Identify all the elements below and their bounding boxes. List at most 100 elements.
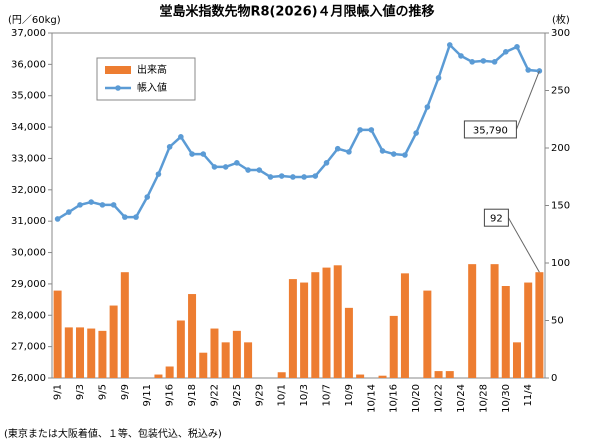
bar xyxy=(244,342,253,378)
line-marker xyxy=(54,216,61,222)
x-tick-label: 10/14 xyxy=(366,384,377,413)
x-tick-label: 10/22 xyxy=(434,384,445,413)
bar xyxy=(232,330,241,378)
x-tick-label: 11/4 xyxy=(523,384,534,406)
line-marker xyxy=(402,152,408,158)
line-marker xyxy=(435,75,442,81)
bar xyxy=(165,366,174,378)
x-tick-label: 9/29 xyxy=(254,384,265,406)
line-marker xyxy=(290,174,296,180)
x-tick-label: 9/22 xyxy=(209,384,220,406)
y-tick-label: 28,000 xyxy=(11,310,46,321)
data-label: 92 xyxy=(490,214,503,225)
y-tick-label: 27,000 xyxy=(11,342,46,353)
legend-box xyxy=(96,57,196,101)
callout-leader xyxy=(507,217,540,273)
x-tick-label: 10/16 xyxy=(389,384,400,413)
x-tick-label: 9/18 xyxy=(187,384,198,406)
bar xyxy=(501,286,510,378)
bar xyxy=(188,294,197,378)
bar xyxy=(344,307,353,378)
y-tick-label: 30,000 xyxy=(11,248,46,259)
bar xyxy=(176,320,185,378)
line-marker xyxy=(99,202,106,208)
bar xyxy=(76,327,85,378)
bar xyxy=(524,282,533,378)
callout-leader xyxy=(515,70,540,130)
line-marker xyxy=(334,145,341,152)
bar xyxy=(199,352,208,378)
x-tick-label: 10/24 xyxy=(456,384,467,413)
bar xyxy=(288,279,297,378)
line-marker xyxy=(390,151,397,157)
callout-box xyxy=(463,120,517,139)
line-marker xyxy=(480,58,487,64)
line-marker xyxy=(346,149,352,155)
x-tick-label: 10/3 xyxy=(299,384,310,406)
line-marker xyxy=(491,59,498,65)
line-marker xyxy=(469,59,475,65)
y2-tick-label: 100 xyxy=(551,258,570,269)
line-marker xyxy=(166,144,173,150)
y-tick-label: 33,000 xyxy=(11,153,46,164)
x-tick-label: 10/30 xyxy=(501,384,512,413)
x-tick-label: 9/9 xyxy=(120,384,131,400)
y-tick-label: 32,000 xyxy=(11,185,46,196)
line-marker xyxy=(525,67,531,73)
line-marker xyxy=(133,214,139,220)
line-marker xyxy=(323,160,330,166)
line-marker xyxy=(413,130,419,136)
bar xyxy=(490,264,499,378)
line-marker xyxy=(88,199,95,205)
line-marker xyxy=(189,151,195,157)
line-marker xyxy=(312,173,319,179)
bar xyxy=(423,290,432,378)
bar xyxy=(400,273,409,378)
x-tick-label: 9/16 xyxy=(165,384,176,406)
line-marker xyxy=(301,174,307,180)
x-tick-label: 9/11 xyxy=(142,384,153,406)
footnote: (東京または大阪着値、１等、包装代込、税込み) xyxy=(4,427,222,440)
bar xyxy=(468,264,477,378)
line-marker xyxy=(502,49,509,55)
line-marker xyxy=(245,167,251,173)
line-marker xyxy=(446,42,453,48)
bar xyxy=(322,267,331,378)
line-marker xyxy=(144,194,151,200)
y-tick-label: 26,000 xyxy=(11,373,46,384)
line-marker xyxy=(178,134,184,140)
line-marker xyxy=(234,160,240,166)
line-marker xyxy=(458,53,464,59)
bar xyxy=(53,290,62,378)
bar xyxy=(356,374,365,378)
data-label: 35,790 xyxy=(473,125,508,136)
bar xyxy=(378,375,387,378)
x-tick-label: 9/5 xyxy=(97,384,108,400)
x-tick-label: 9/25 xyxy=(232,384,243,406)
callout-box xyxy=(483,208,509,227)
bar xyxy=(311,272,320,378)
bar xyxy=(389,315,398,378)
y-tick-label: 35,000 xyxy=(11,91,46,102)
y-tick-label: 31,000 xyxy=(11,216,46,227)
line-marker xyxy=(379,148,386,154)
x-tick-label: 10/7 xyxy=(322,384,333,406)
x-tick-label: 9/3 xyxy=(75,384,86,400)
line-marker xyxy=(122,214,128,220)
y2-axis-label: (枚) xyxy=(552,13,570,26)
bar xyxy=(535,272,544,378)
y2-tick-label: 50 xyxy=(551,316,564,327)
chart-title: 堂島米指数先物R8(2026)４月限帳入値の推移 xyxy=(159,4,434,20)
y-tick-label: 36,000 xyxy=(11,59,46,70)
bar xyxy=(277,372,286,378)
line-marker xyxy=(357,127,363,133)
bar xyxy=(109,305,118,378)
x-tick-label: 10/28 xyxy=(478,384,489,413)
line-marker xyxy=(278,173,285,179)
line-marker xyxy=(368,127,375,133)
line-marker xyxy=(267,174,274,180)
line-marker xyxy=(66,209,72,215)
line-marker xyxy=(211,164,218,170)
bar xyxy=(87,328,96,378)
